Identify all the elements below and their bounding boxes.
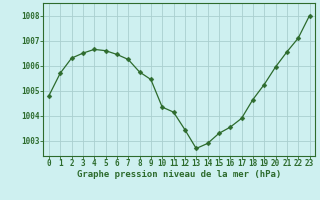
X-axis label: Graphe pression niveau de la mer (hPa): Graphe pression niveau de la mer (hPa) xyxy=(77,170,281,179)
